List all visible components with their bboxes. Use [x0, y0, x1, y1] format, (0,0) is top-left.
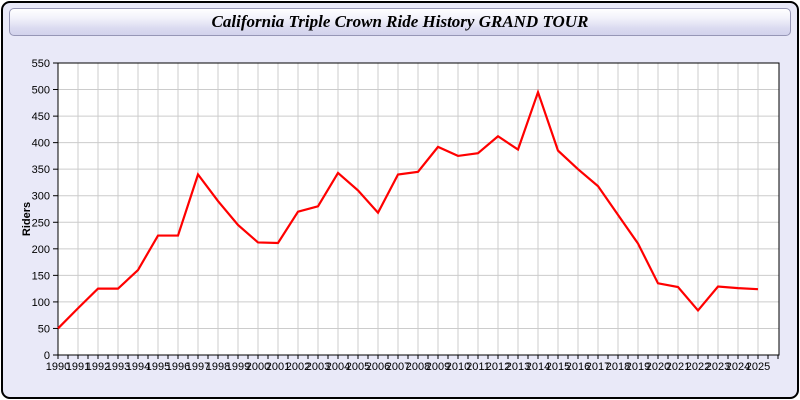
x-tick-label: 2014	[526, 361, 550, 373]
x-tick-label: 2000	[246, 361, 270, 373]
x-tick-label: 1995	[146, 361, 170, 373]
x-tick-label: 2011	[466, 361, 490, 373]
line-chart: 0501001502002503003504004505005501990199…	[21, 58, 780, 373]
x-tick-label: 1994	[126, 361, 150, 373]
y-tick-label: 100	[32, 297, 50, 309]
x-tick-label: 2013	[506, 361, 530, 373]
x-tick-label: 1993	[106, 361, 130, 373]
x-tick-label: 2020	[646, 361, 670, 373]
series-line-riders	[57, 88, 759, 330]
title-bar: California Triple Crown Ride History GRA…	[9, 8, 791, 36]
y-tick-label: 250	[32, 217, 50, 229]
x-tick-label: 1999	[226, 361, 250, 373]
x-tick-label: 1991	[66, 361, 90, 373]
x-tick-label: 2017	[586, 361, 610, 373]
y-tick-label: 400	[32, 138, 50, 150]
y-tick-label: 500	[32, 85, 50, 97]
x-tick-label: 2012	[486, 361, 510, 373]
x-tick-label: 2002	[286, 361, 310, 373]
y-tick-label: 50	[38, 323, 50, 335]
x-tick-label: 2010	[446, 361, 470, 373]
y-tick-label: 0	[44, 350, 50, 362]
x-tick-label: 2001	[266, 361, 290, 373]
page-title: California Triple Crown Ride History GRA…	[211, 12, 589, 31]
x-tick-label: 2015	[546, 361, 570, 373]
y-tick-label: 350	[32, 164, 50, 176]
x-tick-label: 2006	[366, 361, 390, 373]
x-tick-label: 2009	[426, 361, 450, 373]
x-tick-label: 2007	[386, 361, 410, 373]
y-tick-label: 150	[32, 270, 50, 282]
x-tick-label: 1992	[86, 361, 110, 373]
y-tick-label: 550	[32, 58, 50, 70]
y-axis-title: Riders	[21, 202, 33, 236]
x-tick-label: 2016	[566, 361, 590, 373]
x-tick-label: 2021	[666, 361, 690, 373]
x-tick-label: 1996	[166, 361, 190, 373]
x-tick-label: 2004	[326, 361, 350, 373]
x-tick-label: 2023	[706, 361, 730, 373]
x-tick-label: 1997	[186, 361, 210, 373]
y-tick-label: 450	[32, 111, 50, 123]
x-tick-label: 2019	[626, 361, 650, 373]
x-tick-label: 1990	[46, 361, 70, 373]
x-tick-label: 2003	[306, 361, 330, 373]
x-tick-label: 2018	[606, 361, 630, 373]
x-tick-label: 1998	[206, 361, 230, 373]
x-tick-label: 2005	[346, 361, 370, 373]
y-tick-label: 300	[32, 191, 50, 203]
x-tick-label: 2022	[686, 361, 710, 373]
y-tick-label: 200	[32, 244, 50, 256]
x-tick-label: 2008	[406, 361, 430, 373]
x-tick-label: 2025	[746, 361, 770, 373]
x-tick-label: 2024	[726, 361, 750, 373]
